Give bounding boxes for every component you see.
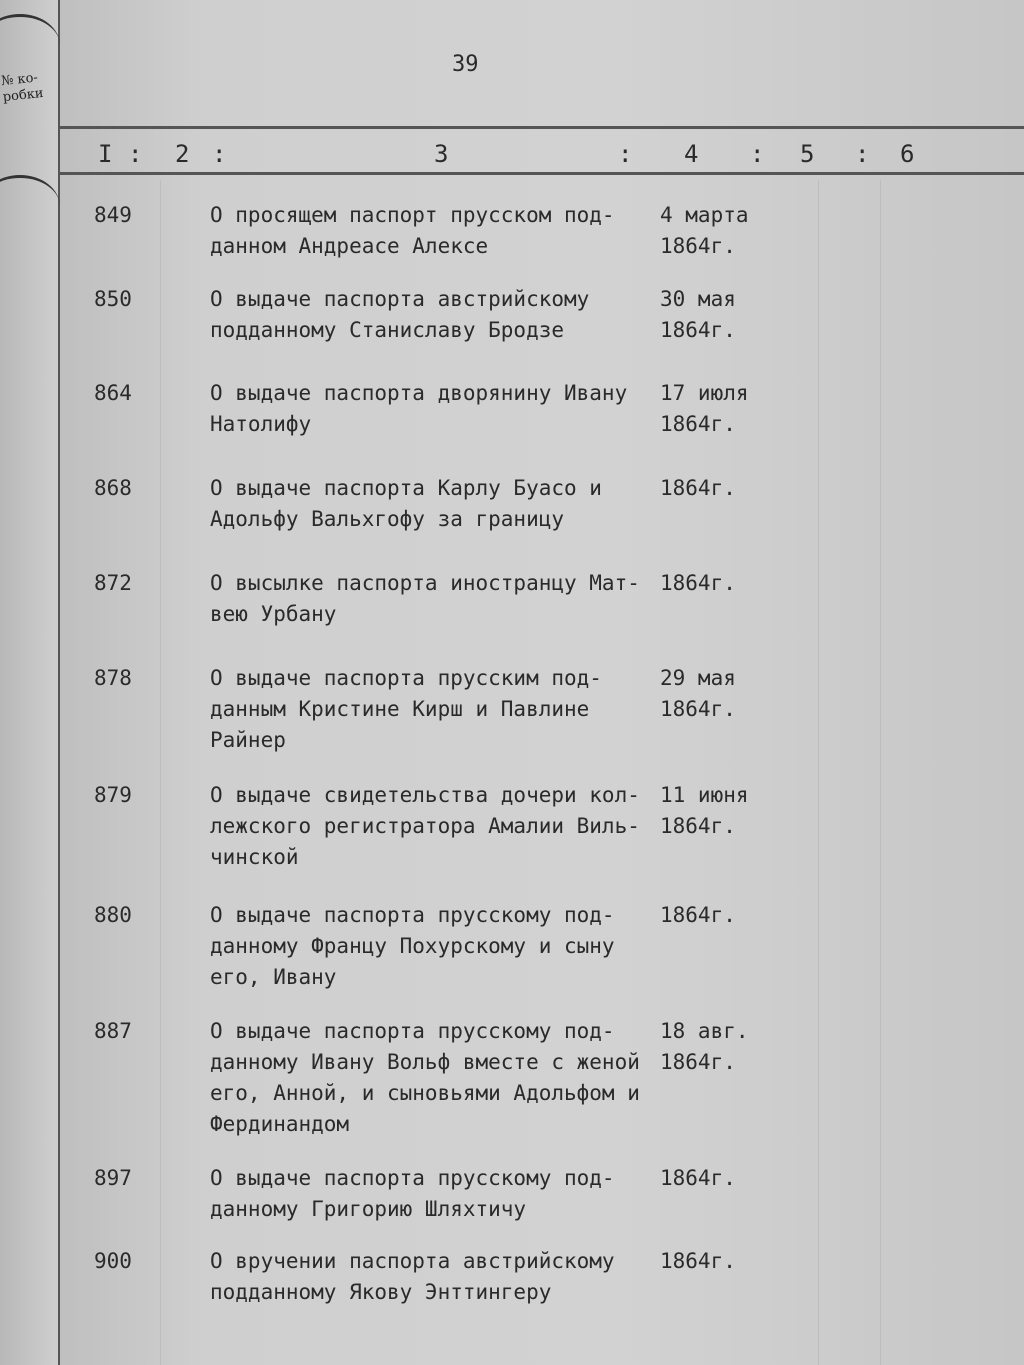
entry-number: 887 xyxy=(94,1019,132,1043)
page-curve xyxy=(0,175,60,238)
entry-number: 849 xyxy=(94,203,132,227)
column-divider xyxy=(880,180,881,1365)
entry-description: О выдаче паспорта Карлу Буасо и Адольфу … xyxy=(210,476,602,531)
previous-page-edge: № ко- робки xyxy=(0,0,60,1365)
entry-description: О выдаче паспорта прусским под- данным К… xyxy=(210,666,602,752)
column-header-4: 4 xyxy=(684,140,699,168)
entry-date: 1864г. xyxy=(660,1166,736,1190)
entry-description: О выдаче паспорта прусскому под- данному… xyxy=(210,1019,640,1136)
box-number-label: № ко- робки xyxy=(0,70,45,106)
page-curve xyxy=(0,14,60,77)
column-separator: : xyxy=(750,140,765,168)
entry-date: 1864г. xyxy=(660,476,736,500)
entry-date: 18 авг. 1864г. xyxy=(660,1019,749,1074)
entry-date: 29 мая 1864г. xyxy=(660,666,736,721)
header-rule-bottom xyxy=(60,172,1024,175)
column-divider xyxy=(160,180,161,1365)
entry-number: 878 xyxy=(94,666,132,690)
entry-description: О выдаче паспорта прусскому под- данному… xyxy=(210,1166,615,1221)
entry-number: 864 xyxy=(94,381,132,405)
column-separator: : xyxy=(128,140,143,168)
entry-number: 850 xyxy=(94,287,132,311)
entry-description: О высылке паспорта иностранцу Мат- вею У… xyxy=(210,571,640,626)
entry-date: 1864г. xyxy=(660,571,736,595)
entry-number: 868 xyxy=(94,476,132,500)
column-divider xyxy=(818,180,819,1365)
entry-number: 900 xyxy=(94,1249,132,1273)
entry-number: 897 xyxy=(94,1166,132,1190)
entry-description: О выдаче свидетельства дочери кол- лежск… xyxy=(210,783,640,869)
entry-number: 880 xyxy=(94,903,132,927)
column-header-1: I xyxy=(98,140,113,168)
entry-date: 17 июля 1864г. xyxy=(660,381,749,436)
column-separator: : xyxy=(855,140,870,168)
entry-date: 1864г. xyxy=(660,1249,736,1273)
entry-description: О выдаче паспорта австрийскому подданном… xyxy=(210,287,590,342)
entry-number: 879 xyxy=(94,783,132,807)
entry-date: 1864г. xyxy=(660,903,736,927)
entry-description: О выдаче паспорта прусскому под- данному… xyxy=(210,903,615,989)
page-number: 39 xyxy=(452,52,479,77)
entry-date: 4 марта 1864г. xyxy=(660,203,749,258)
column-header-3: 3 xyxy=(434,140,449,168)
column-separator: : xyxy=(212,140,227,168)
column-separator: : xyxy=(618,140,633,168)
column-header-2: 2 xyxy=(175,140,190,168)
entry-description: О выдаче паспорта дворянину Ивану Натоли… xyxy=(210,381,628,436)
header-rule-top xyxy=(60,126,1024,129)
column-header-5: 5 xyxy=(800,140,815,168)
entry-number: 872 xyxy=(94,571,132,595)
column-header-6: 6 xyxy=(900,140,915,168)
entry-date: 11 июня 1864г. xyxy=(660,783,749,838)
entry-description: О просящем паспорт прусском под- данном … xyxy=(210,203,615,258)
entry-date: 30 мая 1864г. xyxy=(660,287,736,342)
entry-description: О вручении паспорта австрийскому подданн… xyxy=(210,1249,615,1304)
